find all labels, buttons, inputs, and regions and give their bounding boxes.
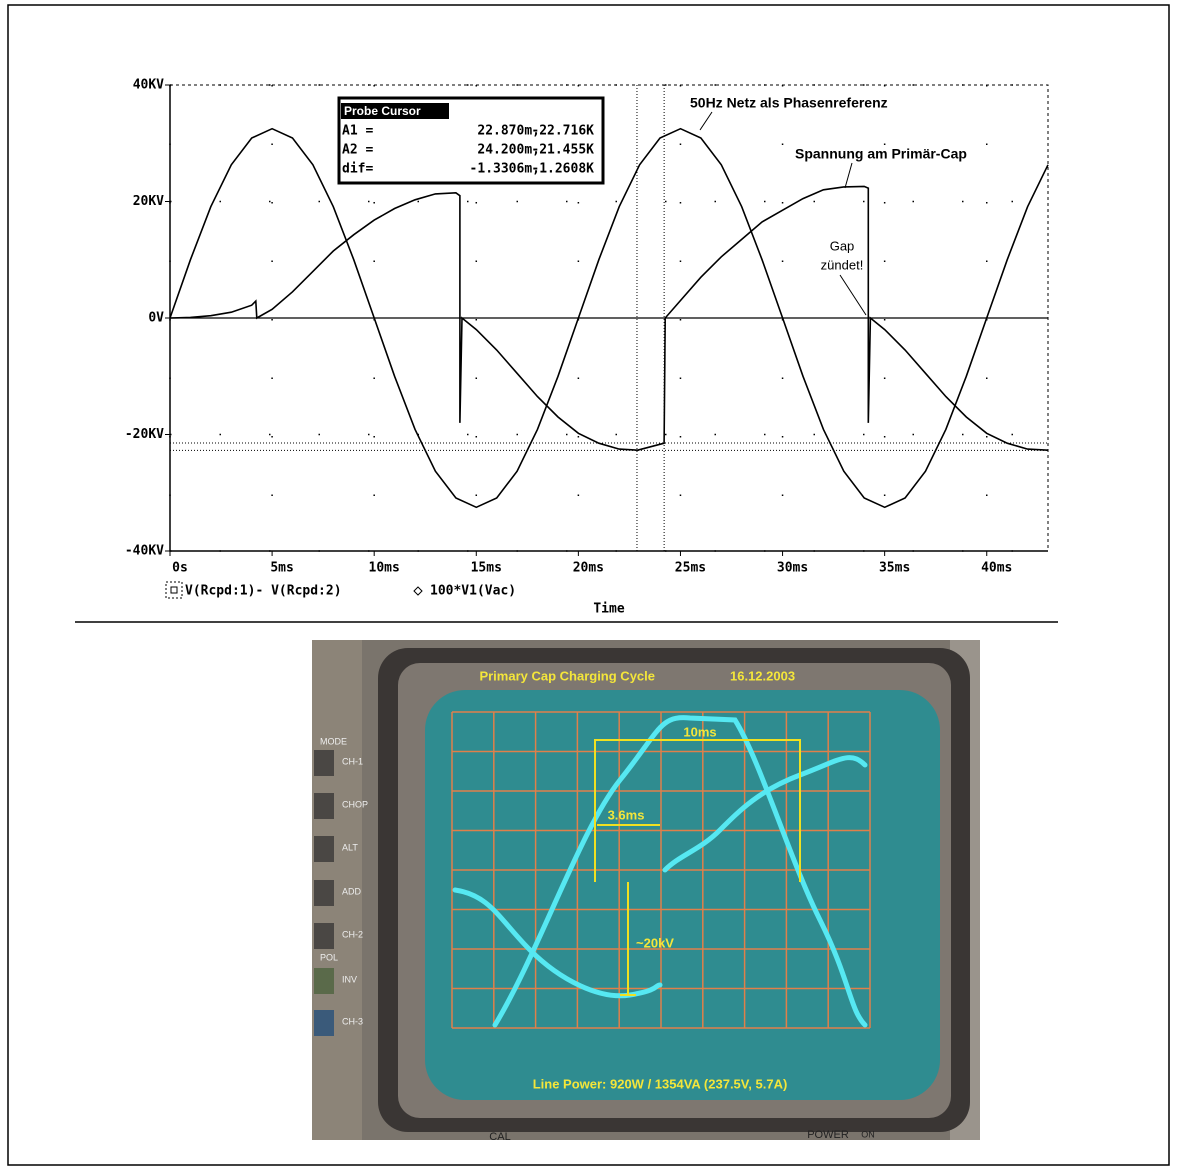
- annotation: zündet!: [821, 257, 864, 272]
- x-tick-label: 25ms: [675, 561, 706, 576]
- cursor-name: A2 =: [342, 143, 373, 158]
- panel-label: ALT: [342, 842, 358, 852]
- x-tick-label: 30ms: [777, 561, 808, 576]
- annotation: Gap: [830, 238, 855, 253]
- cursor-box-title: Probe Cursor: [344, 104, 421, 118]
- button: [314, 880, 334, 906]
- y-tick-label: 40KV: [133, 78, 164, 93]
- annotation: Spannung am Primär-Cap: [795, 146, 967, 162]
- legend-entry: 100*V1(Vac): [430, 584, 516, 599]
- osc-label: ~20kV: [636, 935, 674, 950]
- y-tick-label: 20KV: [133, 194, 164, 209]
- button: [314, 750, 334, 776]
- cursor-name: A1 =: [342, 124, 373, 139]
- panel-label: CAL: [489, 1131, 510, 1143]
- panel-label: CH-1: [342, 756, 363, 766]
- panel-label: MODE: [320, 736, 347, 746]
- button: [314, 793, 334, 819]
- cursor-name: dif=: [342, 162, 373, 177]
- legend-entry: V(Rcpd:1)- V(Rcpd:2): [185, 584, 342, 599]
- page: -40KV -20KV 0V 20KV 40KV 0s 5ms 10ms 15ms 20ms 25m…: [0, 0, 1178, 1171]
- osc-date: 16.12.2003: [730, 668, 795, 683]
- cursor-y: -21.455K: [531, 143, 594, 158]
- x-tick-label: 35ms: [879, 561, 910, 576]
- cursor-x: -1.3306m,: [470, 162, 540, 177]
- x-tick-label: 0s: [172, 561, 188, 576]
- panel-label: POWER: [807, 1129, 849, 1141]
- oscilloscope-photo: Primary Cap Charging Cycle 16.12.2003 10…: [312, 640, 980, 1143]
- cursor-y: -1.2608K: [531, 162, 594, 177]
- button: [314, 1010, 334, 1036]
- panel-label: CH-3: [342, 1016, 363, 1026]
- panel-label: INV: [342, 974, 357, 984]
- y-tick-label: -40KV: [125, 544, 164, 559]
- panel-label: ON: [861, 1129, 875, 1139]
- osc-label: 3.6ms: [608, 807, 645, 822]
- panel-label: CHOP: [342, 799, 368, 809]
- button: [314, 836, 334, 862]
- osc-label: 10ms: [683, 724, 716, 739]
- button: [314, 968, 334, 994]
- x-tick-label: 5ms: [270, 561, 293, 576]
- x-tick-label: 20ms: [573, 561, 604, 576]
- y-tick-label: -20KV: [125, 427, 164, 442]
- x-tick-label: 40ms: [981, 561, 1012, 576]
- osc-title: Primary Cap Charging Cycle: [479, 668, 655, 683]
- y-tick-label: 0V: [148, 311, 164, 326]
- osc-footer: Line Power: 920W / 1354VA (237.5V, 5.7A): [533, 1076, 788, 1091]
- cursor-y: -22.716K: [531, 124, 594, 139]
- x-axis-label: Time: [593, 602, 624, 617]
- x-tick-label: 15ms: [471, 561, 502, 576]
- panel-label: CH-2: [342, 929, 363, 939]
- panel-label: POL: [320, 952, 338, 962]
- button: [314, 923, 334, 949]
- x-tick-label: 10ms: [369, 561, 400, 576]
- annotation: 50Hz Netz als Phasenreferenz: [690, 95, 888, 111]
- panel-label: ADD: [342, 886, 362, 896]
